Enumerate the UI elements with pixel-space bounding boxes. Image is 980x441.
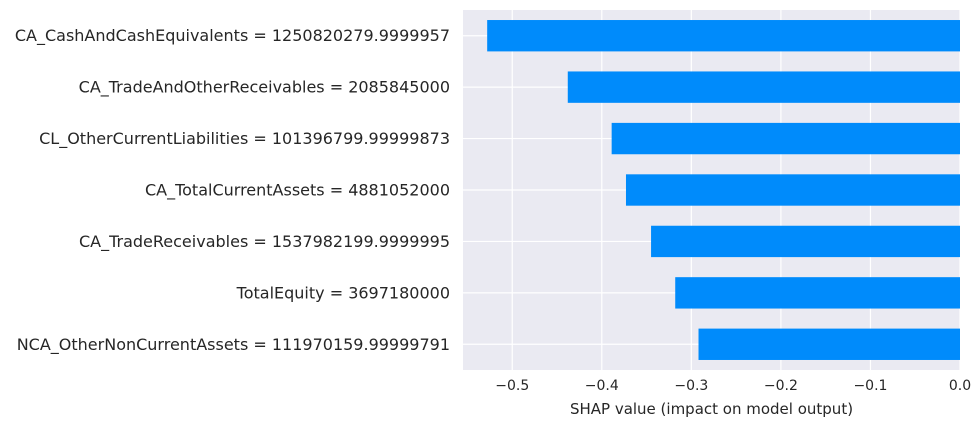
y-tick-label: NCA_OtherNonCurrentAssets = 111970159.99… (17, 335, 450, 355)
bar (651, 225, 960, 258)
y-tick-label: CL_OtherCurrentLiabilities = 101396799.9… (39, 129, 450, 149)
bar (675, 277, 960, 309)
x-tick-labels: −0.5 −0.4 −0.3 −0.2 −0.1 0.0 (495, 378, 971, 394)
bar (611, 122, 960, 155)
y-tick-label: CA_CashAndCashEquivalents = 1250820279.9… (15, 26, 450, 46)
y-tick-label: CA_TradeAndOtherReceivables = 2085845000 (79, 78, 450, 98)
y-tick-labels: CA_CashAndCashEquivalents = 1250820279.9… (15, 26, 450, 355)
bar (567, 71, 960, 103)
y-tick-label: TotalEquity = 3697180000 (236, 283, 450, 302)
bar (625, 174, 960, 206)
x-tick-label: −0.4 (585, 378, 619, 394)
x-tick-label: −0.5 (495, 378, 529, 394)
bar (487, 20, 960, 52)
x-tick-label: 0.0 (949, 378, 971, 394)
x-tick-label: −0.3 (674, 378, 708, 394)
bars (487, 20, 960, 360)
bar (698, 328, 960, 360)
x-tick-label: −0.2 (764, 378, 798, 394)
x-tick-label: −0.1 (853, 378, 887, 394)
y-tick-label: CA_TradeReceivables = 1537982199.9999995 (79, 232, 450, 252)
y-tick-label: CA_TotalCurrentAssets = 4881052000 (145, 181, 450, 201)
x-axis-label: SHAP value (impact on model output) (570, 400, 853, 418)
